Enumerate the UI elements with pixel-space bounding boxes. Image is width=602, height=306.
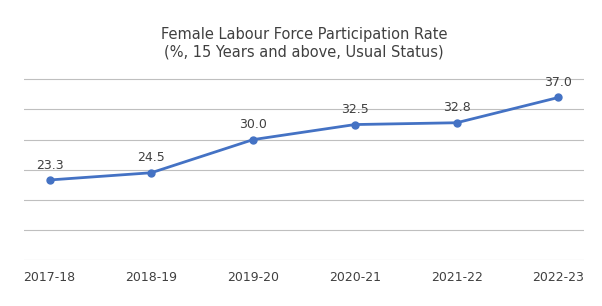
Text: 32.8: 32.8 [443, 101, 471, 114]
Text: 30.0: 30.0 [239, 118, 267, 131]
Text: 37.0: 37.0 [545, 76, 573, 89]
Text: 32.5: 32.5 [341, 103, 369, 116]
Text: 23.3: 23.3 [36, 159, 63, 172]
Title: Female Labour Force Participation Rate
(%, 15 Years and above, Usual Status): Female Labour Force Participation Rate (… [161, 27, 447, 59]
Text: 24.5: 24.5 [137, 151, 165, 164]
